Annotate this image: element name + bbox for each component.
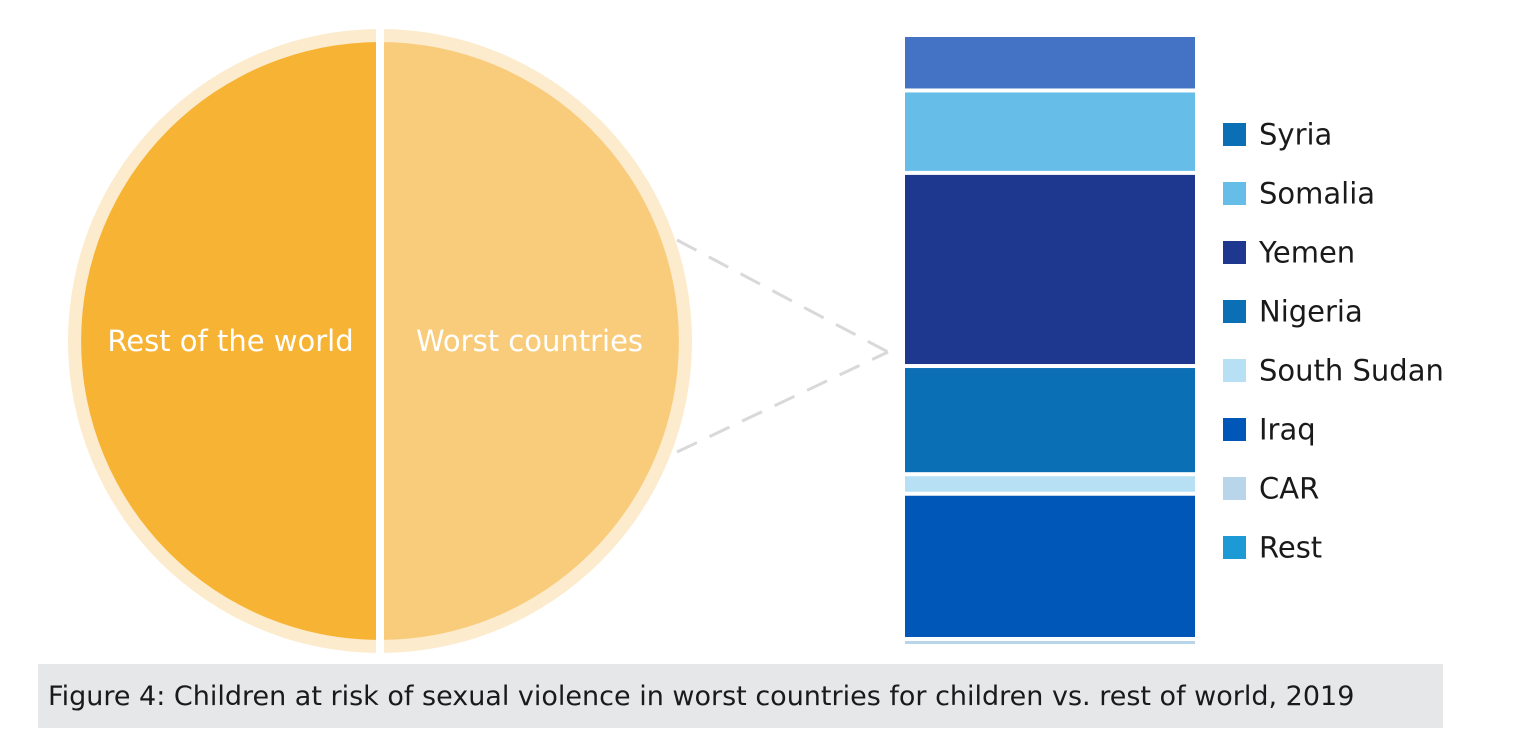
pie-bar-connector — [677, 240, 888, 452]
bar-segment-5 — [905, 476, 1195, 492]
connector-line-upper — [677, 240, 888, 352]
bar-segment-4 — [905, 368, 1195, 472]
bar-segment-2 — [905, 92, 1195, 170]
legend-swatch-car — [1223, 477, 1246, 500]
figure-caption-bar: Figure 4: Children at risk of sexual vio… — [38, 664, 1443, 728]
legend-label-south-sudan: South Sudan — [1259, 354, 1444, 388]
bar-segment-3 — [905, 175, 1195, 364]
legend-label-yemen: Yemen — [1258, 236, 1355, 270]
legend-swatch-somalia — [1223, 182, 1246, 205]
chart-svg: Rest of the world Worst countries Syria So… — [0, 0, 1513, 660]
legend-label-iraq: Iraq — [1259, 413, 1316, 447]
legend-label-nigeria: Nigeria — [1259, 295, 1363, 329]
connector-line-lower — [677, 352, 888, 452]
legend-label-car: CAR — [1259, 472, 1319, 506]
pie-chart: Rest of the world Worst countries — [68, 29, 692, 653]
pie-label-worst-countries: Worst countries — [416, 324, 643, 358]
legend-swatch-south-sudan — [1223, 359, 1246, 382]
legend-swatch-yemen — [1223, 241, 1246, 264]
legend-swatch-rest — [1223, 536, 1246, 559]
pie-label-rest-of-the-world: Rest of the world — [107, 324, 353, 358]
legend-swatch-iraq — [1223, 418, 1246, 441]
stacked-bar — [905, 37, 1195, 644]
legend-label-rest: Rest — [1259, 531, 1322, 565]
bar-segment-1 — [905, 37, 1195, 88]
bar-segment-7 — [905, 641, 1195, 644]
legend-swatch-syria — [1223, 123, 1246, 146]
legend-swatch-nigeria — [1223, 300, 1246, 323]
legend-label-syria: Syria — [1259, 118, 1332, 152]
chart-area: Rest of the world Worst countries Syria So… — [0, 0, 1513, 660]
bar-segment-6 — [905, 496, 1195, 637]
figure-caption: Figure 4: Children at risk of sexual vio… — [38, 681, 1354, 712]
legend: Syria Somalia Yemen Nigeria South Sudan Iraq C… — [1223, 118, 1444, 565]
legend-label-somalia: Somalia — [1259, 177, 1375, 211]
